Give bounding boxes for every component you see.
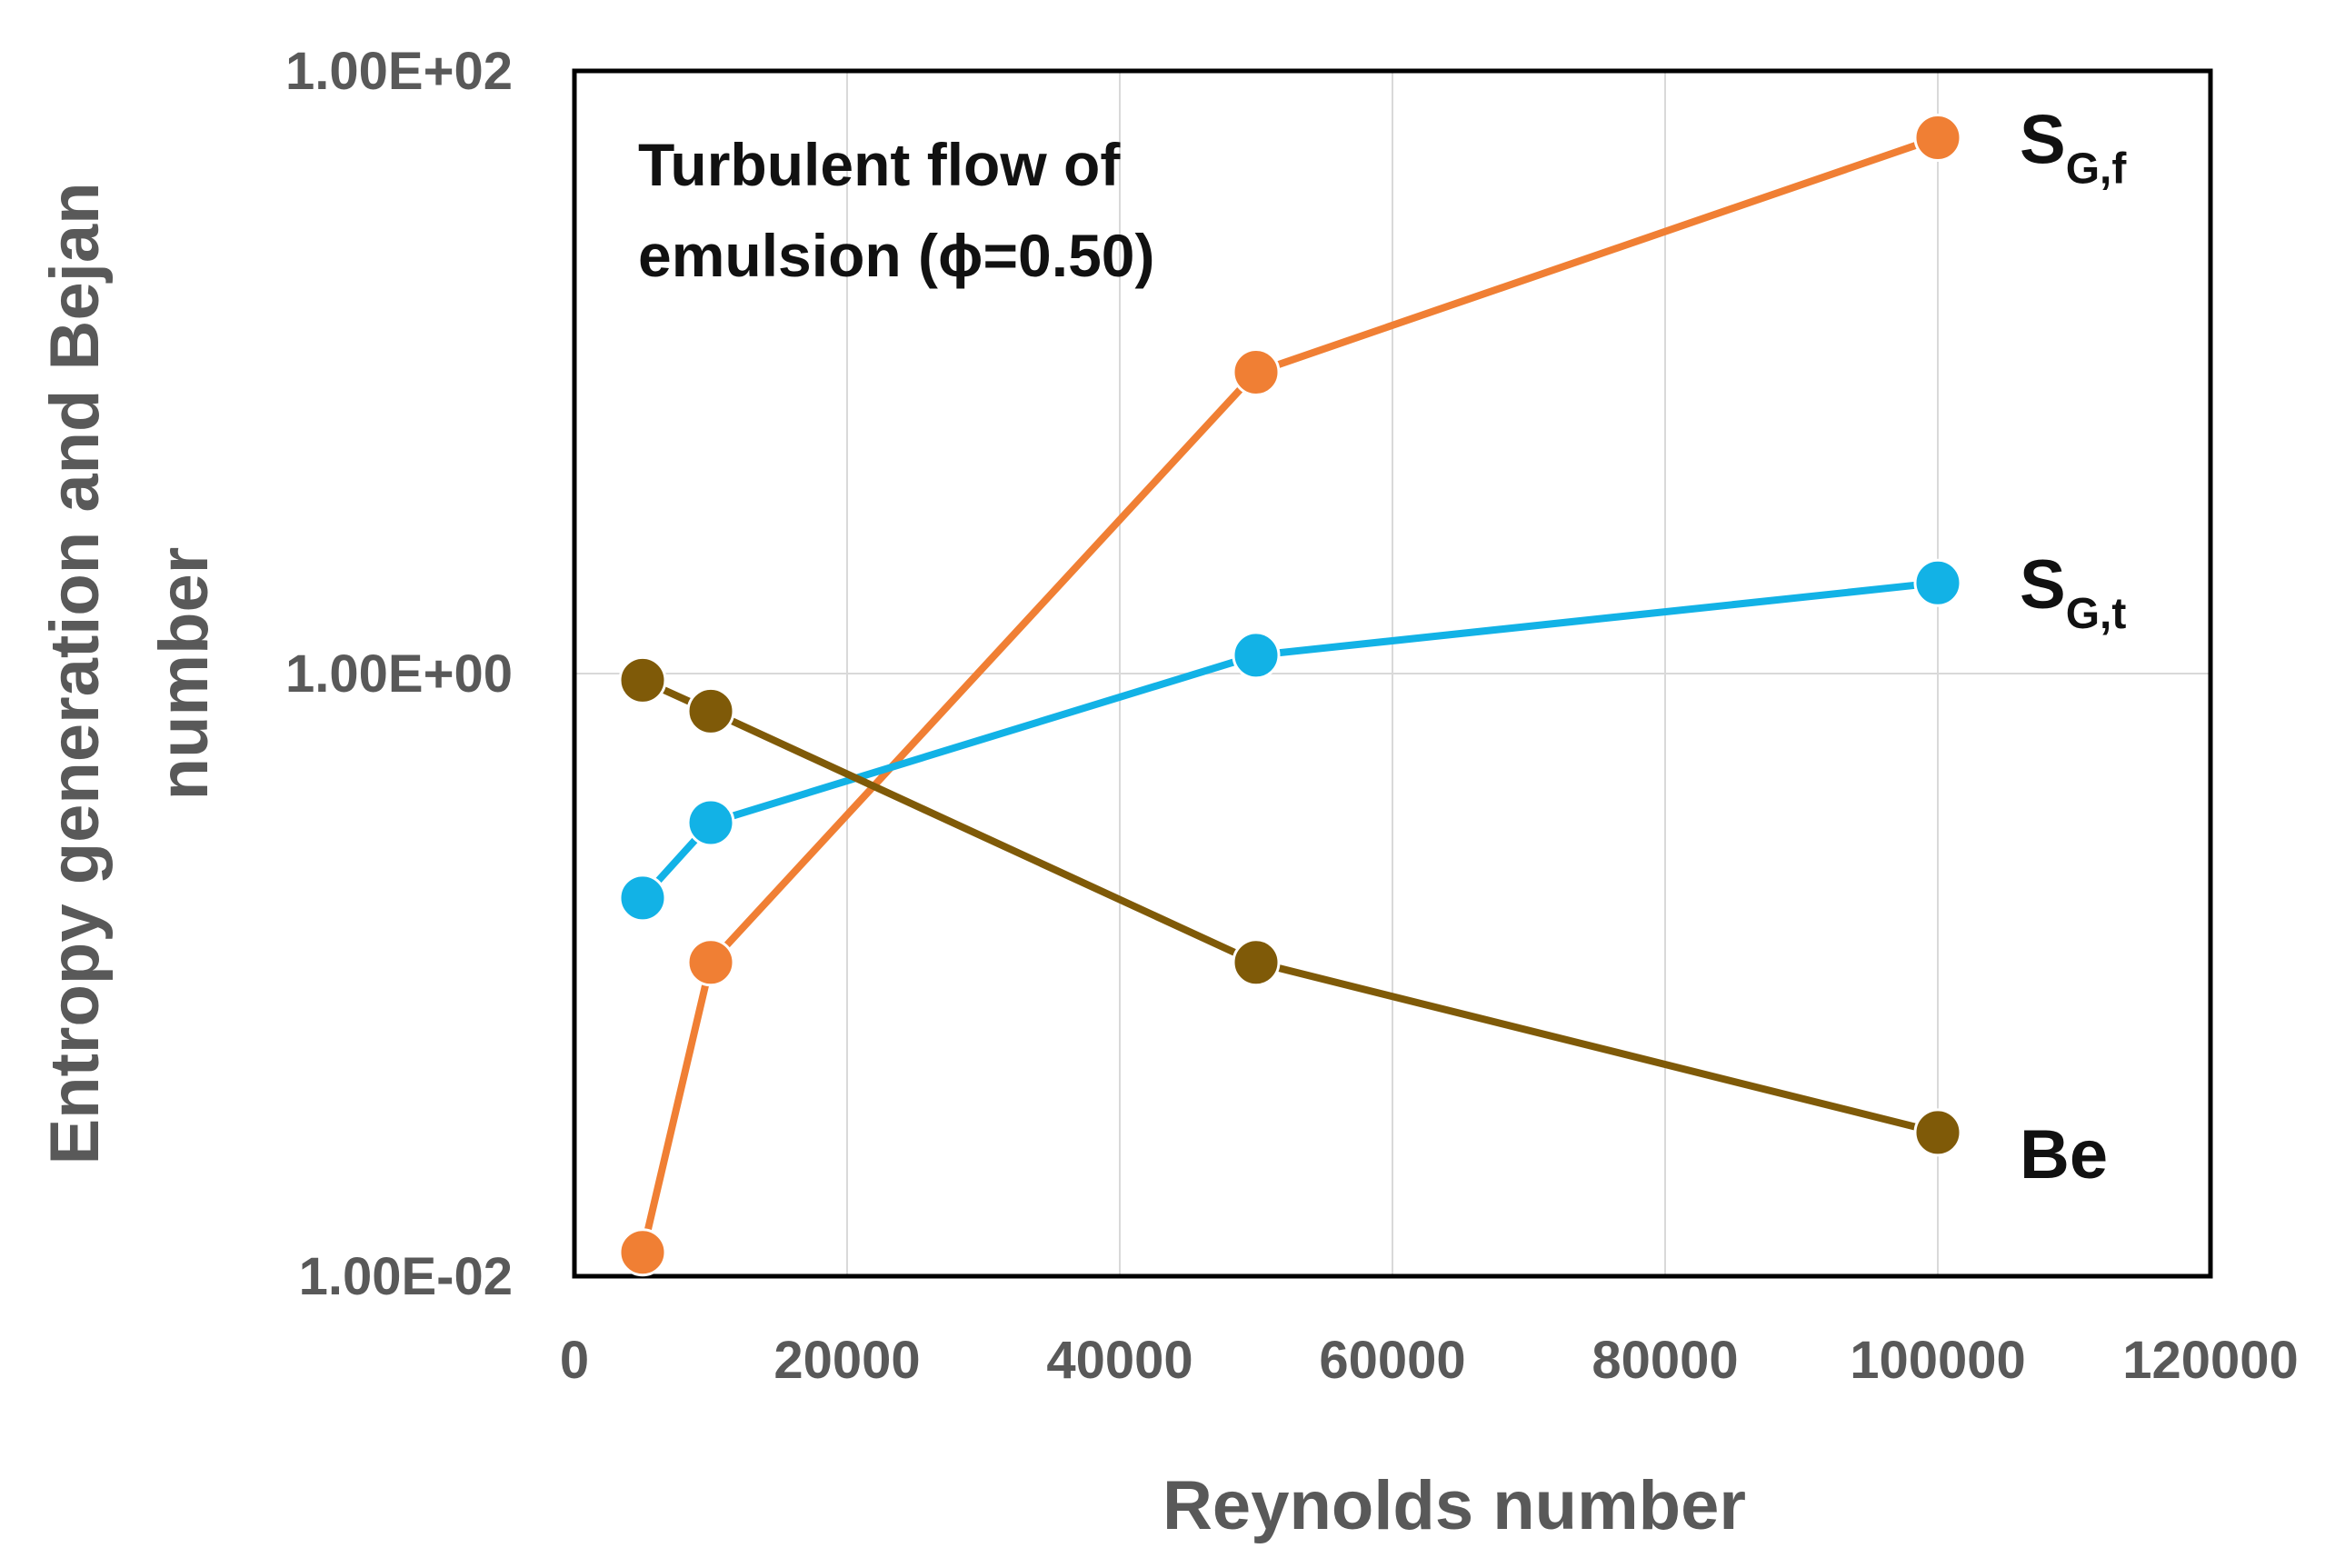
data-point-s-g-f	[1913, 114, 1962, 163]
series-label-main: Be	[2020, 1116, 2108, 1193]
series-s-g-f	[618, 114, 1962, 1277]
x-tick-label: 80000	[1592, 1331, 1738, 1390]
axis-ticks: 0 20000 40000 60000 80000 100000 120000 1.00E-0…	[285, 42, 2299, 1390]
y-axis-title-line-1: Entropy generation and Bejan	[36, 182, 114, 1164]
x-axis-title: Reynolds number	[1162, 1467, 1746, 1544]
series-label-be: Be	[2020, 1116, 2108, 1193]
data-point-be	[686, 686, 735, 735]
data-point-s-g-t	[1232, 631, 1281, 680]
plot-area	[572, 68, 2213, 1279]
series-be	[618, 655, 1962, 1157]
y-tick-label: 1.00E+00	[285, 644, 513, 704]
grid	[574, 71, 2210, 1276]
series-layer	[618, 114, 1962, 1277]
series-labels: SG,fSG,tBe	[2020, 102, 2127, 1193]
series-label-s-g-t: SG,t	[2020, 546, 2126, 638]
series-label-main: S	[2020, 546, 2066, 624]
y-tick-label: 1.00E+02	[285, 42, 513, 101]
series-s-g-t	[618, 558, 1962, 923]
chart-annotation-line-1: Turbulent flow of	[638, 131, 1121, 198]
data-point-s-g-t	[1913, 558, 1962, 607]
series-line-s-g-t	[639, 579, 1941, 902]
data-point-s-g-t	[686, 798, 735, 847]
x-tick-label: 0	[560, 1331, 589, 1390]
series-line-be	[639, 676, 1941, 1136]
x-tick-label: 100000	[1850, 1331, 2026, 1390]
data-point-be	[618, 655, 667, 704]
series-label-subscript: G,t	[2066, 590, 2127, 638]
x-tick-label: 60000	[1319, 1331, 1465, 1390]
x-tick-label: 20000	[773, 1331, 920, 1390]
data-point-be	[1913, 1108, 1962, 1157]
x-tick-label: 40000	[1046, 1331, 1192, 1390]
data-point-s-g-f	[686, 938, 735, 987]
series-label-main: S	[2020, 102, 2066, 179]
data-point-s-g-t	[618, 874, 667, 923]
data-point-be	[1232, 938, 1281, 987]
y-tick-label: 1.00E-02	[299, 1247, 513, 1306]
chart-annotation-line-2: emulsion (ϕ=0.50)	[638, 222, 1154, 289]
data-point-s-g-f	[1232, 348, 1281, 396]
series-line-s-g-f	[639, 134, 1941, 1256]
series-label-subscript: G,f	[2066, 145, 2128, 194]
data-point-s-g-f	[618, 1228, 667, 1277]
series-label-s-g-f: SG,f	[2020, 102, 2127, 194]
x-tick-label: 120000	[2122, 1331, 2299, 1390]
y-axis-title-line-2: number	[145, 547, 223, 801]
